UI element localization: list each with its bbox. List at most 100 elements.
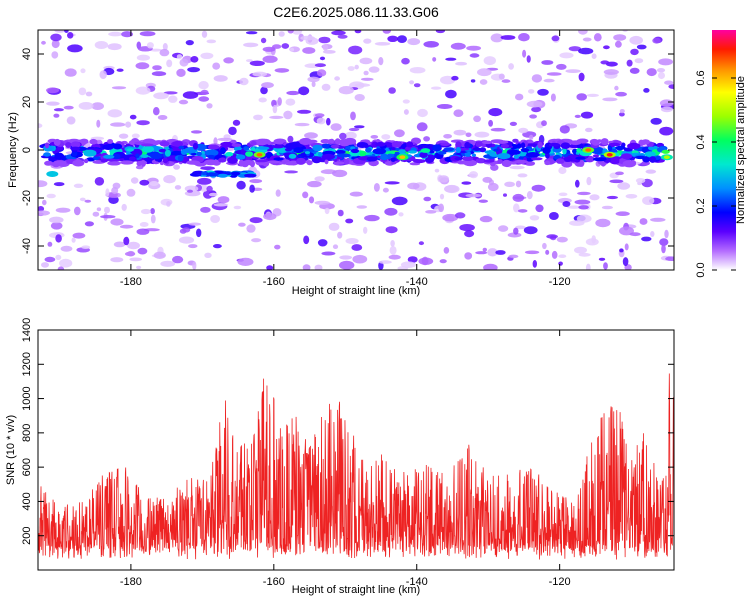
- heatmap-cell: [466, 45, 481, 51]
- heatmap-cell: [352, 254, 368, 264]
- heatmap-cell: [135, 62, 150, 70]
- heatmap-cell: [423, 136, 430, 142]
- heatmap-cell: [643, 88, 650, 93]
- heatmap-cell: [398, 212, 404, 217]
- heatmap-cell: [110, 122, 126, 127]
- heatmap-cell: [249, 217, 263, 224]
- heatmap-cell: [354, 83, 371, 87]
- heatmap-cell: [516, 143, 522, 149]
- heatmap-cell: [498, 73, 505, 80]
- heatmap-cell: [402, 99, 410, 104]
- heatmap-cell: [627, 142, 641, 150]
- heatmap-cell: [135, 165, 144, 170]
- heatmap-cell: [207, 172, 219, 177]
- heatmap-cell: [365, 147, 372, 153]
- heatmap-cell: [139, 31, 156, 37]
- heatmap-cell: [65, 142, 72, 148]
- heatmap-cell: [580, 111, 594, 119]
- heatmap-cell: [326, 117, 331, 126]
- heatmap-cell: [328, 222, 340, 231]
- heatmap-cell: [380, 153, 389, 161]
- heatmap-cell: [192, 170, 204, 175]
- heatmap-cell: [585, 263, 591, 270]
- heatmap-cell: [613, 34, 627, 41]
- heatmap-cell: [351, 244, 363, 251]
- heatmap-cell: [384, 181, 400, 185]
- heatmap-cell: [260, 37, 267, 44]
- heatmap-cell: [563, 156, 573, 162]
- heatmap-cell: [337, 231, 343, 239]
- heatmap-cell: [163, 175, 176, 184]
- heatmap-cell: [249, 179, 263, 184]
- heatmap-cell: [337, 34, 348, 39]
- heatmap-cell: [359, 150, 367, 157]
- spectrogram-ticks: -180 -160 -140 -120 -40 -20 0 20 40: [21, 30, 674, 288]
- heatmap-peak: [256, 153, 263, 157]
- heatmap-cell: [51, 39, 60, 49]
- heatmap-cell: [364, 214, 380, 222]
- heatmap-cell: [586, 93, 599, 97]
- heatmap-cell: [546, 234, 558, 239]
- heatmap-peak: [663, 155, 670, 159]
- heatmap-cell: [444, 184, 460, 194]
- heatmap-cell: [578, 30, 588, 35]
- heatmap-cell: [272, 144, 284, 149]
- heatmap-cell: [162, 43, 168, 51]
- heatmap-cell: [650, 117, 662, 125]
- heatmap-cell: [659, 238, 669, 246]
- heatmap-cell: [38, 123, 43, 129]
- heatmap-cell: [455, 212, 466, 219]
- heatmap-cell: [322, 44, 329, 51]
- heatmap-cell: [575, 156, 586, 160]
- heatmap-cell: [390, 157, 396, 163]
- heatmap-cell: [67, 44, 83, 53]
- heatmap-cell: [526, 55, 531, 63]
- heatmap-cell: [321, 143, 332, 149]
- heatmap-cell: [350, 148, 360, 154]
- heatmap-cell: [187, 67, 201, 73]
- heatmap-cell: [430, 86, 442, 90]
- heatmap-cell: [127, 241, 140, 250]
- heatmap-peak: [606, 153, 613, 157]
- heatmap-cell: [578, 47, 594, 55]
- heatmap-cell: [284, 170, 298, 174]
- heatmap-cell: [53, 108, 64, 112]
- heatmap-cell: [266, 265, 274, 270]
- heatmap-cell: [535, 204, 544, 213]
- heatmap-cell: [359, 57, 373, 65]
- heatmap-cell: [330, 144, 340, 149]
- heatmap-cell: [629, 160, 637, 166]
- heatmap-cell: [188, 244, 198, 249]
- heatmap-cell: [316, 69, 327, 77]
- heatmap-cell: [504, 181, 515, 187]
- heatmap-cell: [471, 153, 476, 158]
- heatmap-cell: [196, 228, 202, 238]
- heatmap-cell: [44, 256, 56, 263]
- heatmap-cell: [537, 88, 549, 96]
- heatmap-cell: [558, 261, 563, 266]
- heatmap-cell: [635, 178, 646, 184]
- heatmap-cell: [483, 159, 495, 163]
- heatmap-cell: [595, 218, 611, 228]
- heatmap-cell: [659, 99, 674, 107]
- heatmap-cell: [55, 254, 62, 260]
- heatmap-cell: [559, 52, 574, 59]
- heatmap-cell: [437, 151, 447, 155]
- heatmap-cell: [41, 40, 46, 45]
- heatmap-cell: [356, 205, 368, 209]
- heatmap-cell: [66, 116, 76, 125]
- heatmap-cell: [606, 195, 619, 200]
- heatmap-cell: [503, 193, 507, 197]
- heatmap-cell: [479, 79, 488, 85]
- heatmap-cell: [141, 143, 154, 147]
- heatmap-cell: [551, 35, 560, 42]
- snr-frame: [37, 329, 675, 571]
- heatmap-cell: [558, 192, 568, 197]
- heatmap-cell: [634, 155, 647, 160]
- heatmap-cell: [334, 76, 340, 81]
- heatmap-cell: [91, 102, 104, 110]
- heatmap-cell: [210, 215, 221, 223]
- heatmap-cell: [318, 36, 331, 44]
- heatmap-cell: [363, 226, 368, 234]
- heatmap-cell: [152, 65, 162, 71]
